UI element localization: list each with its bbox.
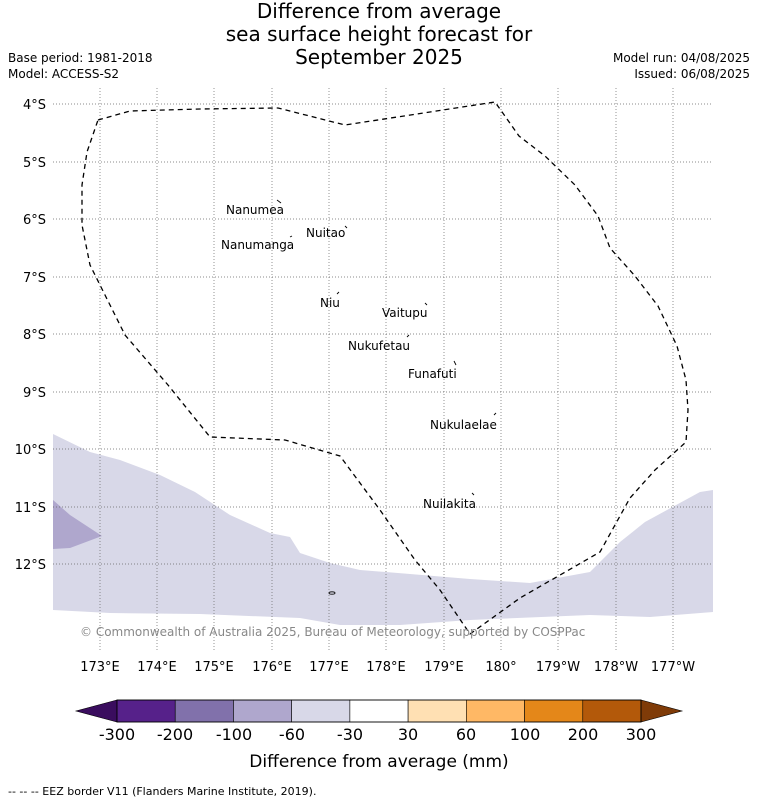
lat-label-11s: 11°S xyxy=(15,501,46,516)
atoll-nanumea xyxy=(276,199,282,204)
colorbar-label: Difference from average (mm) xyxy=(249,752,508,772)
longitude-labels: 173°E 174°E 175°E 176°E 177°E 178°E 179°… xyxy=(80,660,695,675)
atoll-nukufetau xyxy=(406,334,410,338)
copyright-notice: © Commonwealth of Australia 2025, Bureau… xyxy=(80,625,585,639)
colorbar-segment xyxy=(582,699,642,723)
lon-label-173e: 173°E xyxy=(80,660,120,675)
atoll-nuilakita xyxy=(471,492,475,496)
lon-label-178e: 178°E xyxy=(366,660,406,675)
colorbar-segment xyxy=(349,699,409,723)
cbar-tick-200: 200 xyxy=(568,725,599,744)
colorbar-extend-low xyxy=(74,699,118,723)
base-period: Base period: 1981-2018 xyxy=(8,51,153,65)
colorbar-outline xyxy=(116,699,642,723)
anomaly-band-minus-30-to-minus-60 xyxy=(53,434,713,625)
lat-label-6s: 6°S xyxy=(23,213,46,228)
map-title: Difference from average sea surface heig… xyxy=(0,0,758,69)
atoll-nukulaelae xyxy=(493,412,497,416)
grid-lines xyxy=(53,88,713,650)
atoll-markers xyxy=(276,199,497,595)
atoll-small-south xyxy=(328,591,336,595)
colorbar-segments xyxy=(116,699,642,723)
atoll-vaitupu xyxy=(424,302,428,306)
issued-date: Issued: 06/08/2025 xyxy=(634,67,750,81)
place-label-vaitupu: Vaitupu xyxy=(382,306,428,320)
cbar-tick-minus-200: -200 xyxy=(157,725,193,744)
meta-left: Base period: 1981-2018 Model: ACCESS-S2 xyxy=(8,50,153,82)
atoll-funafuti xyxy=(453,360,457,366)
colorbar-segment xyxy=(524,699,584,723)
eez-border xyxy=(81,101,689,635)
place-labels: Nanumea Nuitao Nanumanga Niu Vaitupu Nuk… xyxy=(221,203,497,511)
lat-label-9s: 9°S xyxy=(23,386,46,401)
lat-label-7s: 7°S xyxy=(23,271,46,286)
lon-label-179w: 179°W xyxy=(536,660,580,675)
atoll-nanumanga xyxy=(289,235,293,238)
place-label-nuilakita: Nuilakita xyxy=(423,497,476,511)
place-label-funafuti: Funafuti xyxy=(408,367,457,381)
model-run: Model run: 04/08/2025 xyxy=(612,51,750,65)
colorbar-segment xyxy=(174,699,234,723)
place-label-niu: Niu xyxy=(320,296,340,310)
colorbar-segment xyxy=(233,699,292,723)
cbar-tick-100: 100 xyxy=(510,725,541,744)
lat-label-4s: 4°S xyxy=(23,98,46,113)
lon-label-180: 180° xyxy=(485,660,516,675)
atoll-niu xyxy=(336,291,340,295)
title-line-3: September 2025 xyxy=(295,45,463,69)
title-line-1: Difference from average xyxy=(256,0,502,23)
colorbar-segment xyxy=(407,699,467,723)
colorbar-extend-high xyxy=(640,699,684,723)
lon-label-176e: 176°E xyxy=(252,660,292,675)
cbar-tick-minus-60: -60 xyxy=(279,725,305,744)
atoll-nuitao xyxy=(344,225,348,229)
place-label-nanumanga: Nanumanga xyxy=(221,238,294,252)
title-line-2: sea surface height forecast for xyxy=(225,22,533,46)
lon-label-178w: 178°W xyxy=(594,660,638,675)
place-label-nukufetau: Nukufetau xyxy=(348,339,410,353)
cbar-tick-minus-300: -300 xyxy=(99,725,135,744)
cbar-tick-minus-30: -30 xyxy=(337,725,363,744)
eez-footnote: -- -- -- EEZ border V11 (Flanders Marine… xyxy=(8,785,317,798)
anomaly-band-minus-60-to-minus-100 xyxy=(53,500,102,549)
model-name: Model: ACCESS-S2 xyxy=(8,67,120,81)
lon-label-177e: 177°E xyxy=(309,660,349,675)
colorbar-segment xyxy=(116,699,176,723)
colorbar-segment xyxy=(291,699,351,723)
lon-label-177w: 177°W xyxy=(651,660,695,675)
cbar-tick-minus-100: -100 xyxy=(216,725,252,744)
place-label-nukulaelae: Nukulaelae xyxy=(430,418,497,432)
cbar-tick-60: 60 xyxy=(456,725,476,744)
cbar-tick-30: 30 xyxy=(398,725,418,744)
lon-label-174e: 174°E xyxy=(137,660,177,675)
lat-label-5s: 5°S xyxy=(23,156,46,171)
lat-label-10s: 10°S xyxy=(15,443,46,458)
place-label-nanumea: Nanumea xyxy=(226,203,284,217)
lon-label-179e: 179°E xyxy=(424,660,464,675)
latitude-labels: 4°S 5°S 6°S 7°S 8°S 9°S 10°S 11°S 12°S xyxy=(15,98,46,573)
meta-right: Model run: 04/08/2025 Issued: 06/08/2025 xyxy=(613,50,750,82)
lat-label-8s: 8°S xyxy=(23,328,46,343)
colorbar-tick-labels: -300 -200 -100 -60 -30 30 60 100 200 300 xyxy=(99,725,656,744)
colorbar-segment xyxy=(466,699,525,723)
place-label-nuitao: Nuitao xyxy=(306,226,345,240)
colorbar: -300 -200 -100 -60 -30 30 60 100 200 300… xyxy=(74,699,684,772)
lat-label-12s: 12°S xyxy=(15,558,46,573)
lon-label-175e: 175°E xyxy=(194,660,234,675)
cbar-tick-300: 300 xyxy=(626,725,657,744)
